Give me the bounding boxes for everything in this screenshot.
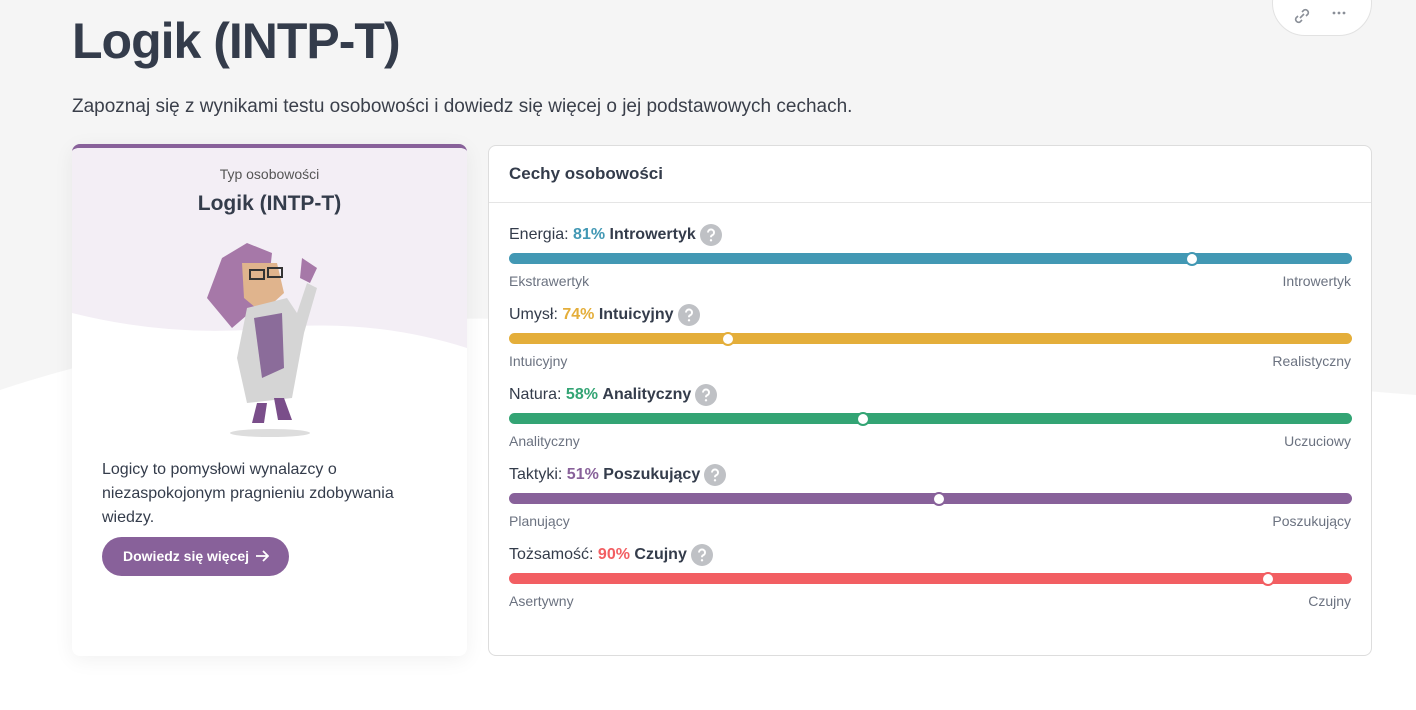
- actions: [1272, 0, 1372, 36]
- subtitle: Zapoznaj się z wynikami testu osobowości…: [72, 96, 853, 117]
- trait-percent: 90%: [597, 546, 630, 564]
- trait-name: Energia:: [509, 226, 569, 244]
- traits-panel: Cechy osobowości Energia: 81% Introwerty…: [488, 145, 1372, 656]
- trait-name: Tożsamość:: [509, 546, 594, 564]
- trait-percent: 58%: [565, 386, 598, 404]
- panel-title: Cechy osobowości: [509, 164, 663, 183]
- trait-name: Natura:: [509, 386, 562, 404]
- trait-bar: [509, 413, 1352, 424]
- trait-percent: 81%: [573, 226, 606, 244]
- help-icon[interactable]: [704, 464, 727, 486]
- trait-marker: [721, 331, 736, 346]
- trait-bar: [509, 493, 1352, 504]
- trait-label: Czujny: [634, 546, 687, 564]
- trait-label: Intuicyjny: [598, 306, 674, 324]
- help-icon[interactable]: [699, 224, 722, 246]
- help-icon[interactable]: [677, 304, 700, 326]
- trait-bar: [509, 333, 1352, 344]
- card-label: Typ osobowości: [219, 166, 320, 182]
- right-label: Introwertyk: [1282, 273, 1351, 289]
- card-description: Logicy to pomysłowi wynalazcy o niezaspo…: [102, 461, 394, 526]
- trait-heading: Energia: 81% Introwertyk: [509, 224, 722, 246]
- trait-name: Taktyki:: [509, 466, 563, 484]
- trait-label: Introwertyk: [609, 226, 696, 244]
- learn-more-button[interactable]: Dowiedz się więcej: [102, 537, 290, 576]
- trait-bar: [509, 253, 1352, 264]
- left-label: Intuicyjny: [509, 353, 568, 369]
- help-icon[interactable]: [690, 544, 713, 566]
- trait-percent: 51%: [566, 466, 599, 484]
- link-icon[interactable]: [1291, 5, 1313, 27]
- left-label: Asertywny: [509, 593, 574, 609]
- left-label: Analityczny: [509, 433, 580, 449]
- right-label: Realistyczny: [1272, 353, 1351, 369]
- card-background: [72, 148, 467, 348]
- trait-bar: [509, 573, 1352, 584]
- trait-name: Umysł:: [509, 306, 558, 324]
- trait-label: Poszukujący: [603, 466, 701, 484]
- illustration: [207, 243, 317, 437]
- trait-heading: Tożsamość: 90% Czujny: [509, 544, 713, 566]
- help-icon[interactable]: [695, 384, 718, 406]
- trait-marker: [856, 411, 871, 426]
- trait-marker: [1184, 251, 1199, 266]
- page-title: Logik (INTP-T): [72, 13, 401, 69]
- trait-label: Analityczny: [602, 386, 692, 404]
- left-label: Ekstrawertyk: [509, 273, 590, 289]
- right-label: Uczuciowy: [1284, 433, 1351, 449]
- trait-marker: [1260, 571, 1275, 586]
- left-label: Planujący: [509, 513, 570, 529]
- arrow-icon: [256, 550, 270, 562]
- type-card: Typ osobowości Logik (INTP-T) Logicy to …: [72, 144, 467, 656]
- divider: [489, 202, 1371, 203]
- trait-percent: 74%: [562, 306, 595, 324]
- type-name: Logik (INTP-T): [197, 192, 342, 215]
- trait-heading: Umysł: 74% Intuicyjny: [509, 304, 700, 326]
- right-label: Poszukujący: [1272, 513, 1351, 529]
- trait-heading: Natura: 58% Analityczny: [509, 384, 718, 406]
- right-label: Czujny: [1308, 593, 1351, 609]
- button-label: Dowiedz się więcej: [123, 548, 250, 564]
- trait-heading: Taktyki: 51% Poszukujący: [509, 464, 727, 486]
- more-icon[interactable]: [1331, 9, 1347, 17]
- trait-marker: [931, 491, 946, 506]
